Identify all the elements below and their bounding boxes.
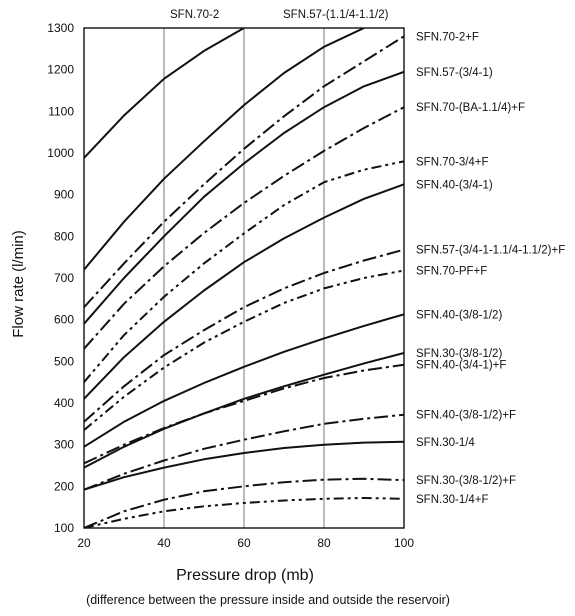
x-axis-note: (difference between the pressure inside … [86,593,450,607]
series-label: SFN.57-(3/4-1-1.1/4-1.1/2)+F [416,245,565,257]
series-line [84,28,245,159]
x-tick-label: 60 [237,536,251,550]
series-line [84,477,404,528]
series-line [84,28,365,271]
y-tick-label: 1300 [47,21,74,35]
y-tick-label: 700 [54,271,74,285]
y-axis-title: Flow rate (l/min) [10,230,27,338]
series-line [84,352,404,469]
x-tick-label: 20 [77,536,91,550]
series-label: SFN.30-1/4 [416,437,475,449]
series-line [84,183,404,400]
series-line [84,70,404,325]
y-tick-label: 100 [54,521,74,535]
series-label: SFN.70-2 [170,9,219,21]
x-tick-label: 40 [157,536,171,550]
y-tick-label: 200 [54,479,74,493]
series-labels: SFN.70-2 SFN.57-(1.1/4-1.1/2) SFN.70-2+F SF… [170,9,565,506]
series-line [84,35,404,308]
series-line [84,440,404,491]
x-tick-label: 80 [317,536,331,550]
y-tick-label: 900 [54,188,74,202]
series-label: SFN.30-(3/8-1/2) [416,348,502,360]
series-label: SFN.57-(1.1/4-1.1/2) [283,9,389,21]
series-label: SFN.40-(3/8-1/2) [416,309,502,321]
x-tick-label: 100 [394,536,414,550]
series-label: SFN.70-2+F [416,31,479,43]
y-tick-labels: 100 200 300 400 500 600 700 800 900 1000 1100 1200 1… [47,21,74,535]
y-tick-label: 300 [54,438,74,452]
y-tick-label: 400 [54,396,74,410]
series-line [84,497,404,528]
series-line [84,160,404,383]
y-tick-label: 1100 [48,104,74,118]
y-tick-label: 500 [54,354,74,368]
series-line [84,269,404,431]
x-axis-title: Pressure drop (mb) [176,567,314,584]
series-line [84,106,404,350]
series-lines [84,28,404,528]
series-label: SFN.70-PF+F [416,266,487,278]
series-label: SFN.30-1/4+F [416,494,489,506]
series-line [84,248,404,423]
series-label: SFN.70-(BA-1.1/4)+F [416,102,525,114]
series-label: SFN.40-(3/4-1) [416,179,493,191]
y-tick-label: 800 [54,229,74,243]
series-line [84,363,404,465]
y-tick-label: 1000 [47,146,74,160]
y-tick-label: 1200 [47,63,74,77]
series-line [84,413,404,491]
series-label: SFN.57-(3/4-1) [416,67,493,79]
x-tick-labels: 20 40 60 80 100 [77,536,414,550]
series-label: SFN.40-(3/8-1/2)+F [416,410,516,422]
series-line [84,313,404,448]
series-label: SFN.70-3/4+F [416,156,489,168]
series-label: SFN.40-(3/4-1)+F [416,360,506,372]
series-label: SFN.30-(3/8-1/2)+F [416,475,516,487]
y-tick-label: 600 [54,313,74,327]
